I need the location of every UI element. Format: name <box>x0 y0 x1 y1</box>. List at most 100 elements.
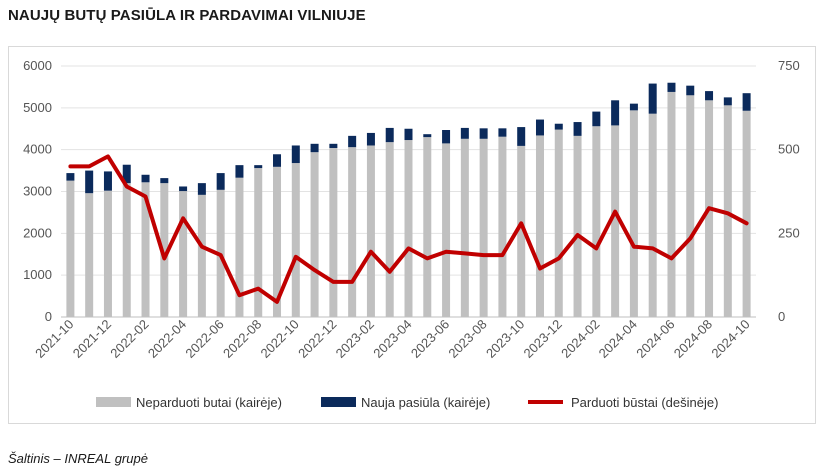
bar-new-supply <box>554 123 563 130</box>
x-tick-label: 2021-12 <box>70 317 114 361</box>
bar-new-supply <box>348 135 357 148</box>
bar-new-supply <box>611 100 620 126</box>
bar-unsold <box>160 183 169 317</box>
bar-new-supply <box>329 143 338 148</box>
y-right-tick-label: 0 <box>778 309 785 324</box>
bar-new-supply <box>85 170 94 194</box>
x-tick-label: 2023-10 <box>483 317 527 361</box>
bar-unsold <box>723 105 732 317</box>
y-axis-right: 0 250 500 750 <box>778 58 800 324</box>
bar-unsold <box>611 125 620 317</box>
x-tick-label: 2022-06 <box>182 317 226 361</box>
bar-unsold <box>235 177 244 317</box>
legend: Neparduoti butai (kairėje) Nauja pasiūla… <box>96 395 718 410</box>
bar-new-supply <box>592 111 601 127</box>
legend-swatch-unsold <box>96 397 131 407</box>
x-tick-label: 2022-08 <box>220 317 264 361</box>
bar-unsold <box>179 191 188 317</box>
bar-new-supply <box>742 93 751 111</box>
line-sold <box>68 154 749 304</box>
y-left-tick-label: 0 <box>45 309 52 324</box>
bar-unsold <box>498 136 507 317</box>
bar-unsold <box>686 95 695 318</box>
bar-new-supply <box>686 85 695 96</box>
bar-new-supply <box>723 97 732 106</box>
x-tick-label: 2022-04 <box>145 317 189 361</box>
y-left-tick-label: 2000 <box>23 225 52 240</box>
x-tick-label: 2024-02 <box>558 317 602 361</box>
y-left-tick-label: 3000 <box>23 184 52 199</box>
bar-new-supply <box>385 127 394 143</box>
x-tick-label: 2022-12 <box>295 317 339 361</box>
bar-new-supply <box>291 145 300 164</box>
chart-frame: 0 1000 2000 3000 4000 5000 6000 0 250 500 750 202… <box>8 46 816 424</box>
bar-new-supply <box>179 186 188 192</box>
bar-new-supply <box>648 83 657 114</box>
bar-unsold <box>66 180 75 317</box>
bar-new-supply <box>404 128 413 141</box>
legend-label-sold: Parduoti būstai (dešinėje) <box>571 395 718 410</box>
bar-unsold <box>273 166 282 317</box>
legend-label-new: Nauja pasiūla (kairėje) <box>361 395 490 410</box>
bar-unsold <box>592 126 601 318</box>
bar-unsold <box>554 129 563 317</box>
bar-new-supply <box>66 173 75 181</box>
x-tick-label: 2024-10 <box>708 317 752 361</box>
x-tick-label: 2023-08 <box>445 317 489 361</box>
bar-unsold <box>197 194 206 317</box>
x-tick-label: 2022-10 <box>258 317 302 361</box>
bar-new-supply <box>160 178 169 184</box>
bar-new-supply <box>460 127 469 139</box>
y-left-tick-label: 1000 <box>23 267 52 282</box>
bar-unsold <box>535 135 544 317</box>
bar-new-supply <box>197 183 206 195</box>
bar-new-supply <box>517 127 526 146</box>
x-tick-label: 2022-02 <box>107 317 151 361</box>
bar-unsold <box>366 145 375 317</box>
bar-unsold <box>141 182 150 317</box>
y-right-tick-label: 250 <box>778 225 800 240</box>
y-left-tick-label: 6000 <box>23 58 52 73</box>
bar-unsold <box>122 183 131 317</box>
bar-unsold <box>667 91 676 317</box>
bar-unsold <box>348 147 357 317</box>
bar-new-supply <box>122 164 131 184</box>
bar-unsold <box>648 113 657 317</box>
bar-unsold <box>404 140 413 317</box>
y-left-tick-label: 5000 <box>23 100 52 115</box>
bar-new-supply <box>310 143 319 153</box>
bar-new-supply <box>141 174 150 183</box>
x-tick-label: 2023-06 <box>408 317 452 361</box>
bar-unsold <box>385 142 394 317</box>
bar-new-supply <box>235 165 244 178</box>
bar-group <box>66 82 751 318</box>
bar-new-supply <box>629 103 638 111</box>
x-tick-label: 2023-12 <box>521 317 565 361</box>
bar-new-supply <box>573 122 582 136</box>
bar-new-supply <box>254 165 263 169</box>
bar-unsold <box>442 143 451 317</box>
source-note: Šaltinis – INREAL grupė <box>8 451 148 466</box>
bar-new-supply <box>366 132 375 146</box>
x-tick-label: 2024-04 <box>596 317 640 361</box>
bar-new-supply <box>442 130 451 144</box>
bar-new-supply <box>705 91 714 101</box>
bar-new-supply <box>498 128 507 137</box>
y-left-tick-label: 4000 <box>23 142 52 157</box>
bar-unsold <box>423 137 432 317</box>
legend-label-unsold: Neparduoti butai (kairėje) <box>136 395 282 410</box>
bar-unsold <box>329 147 338 317</box>
chart-title: NAUJŲ BUTŲ PASIŪLA IR PARDAVIMAI VILNIUJ… <box>8 7 366 24</box>
x-tick-label: 2023-04 <box>370 317 414 361</box>
bar-unsold <box>629 110 638 317</box>
x-tick-label: 2023-02 <box>333 317 377 361</box>
x-axis: 2021-102021-122022-022022-042022-062022-… <box>32 317 753 361</box>
bar-unsold <box>103 190 112 317</box>
y-axis-left: 0 1000 2000 3000 4000 5000 6000 <box>23 58 52 324</box>
bar-new-supply <box>535 119 544 136</box>
bar-unsold <box>254 168 263 317</box>
bar-unsold <box>573 135 582 317</box>
bar-new-supply <box>273 154 282 167</box>
bar-unsold <box>85 193 94 317</box>
bar-new-supply <box>479 128 488 139</box>
